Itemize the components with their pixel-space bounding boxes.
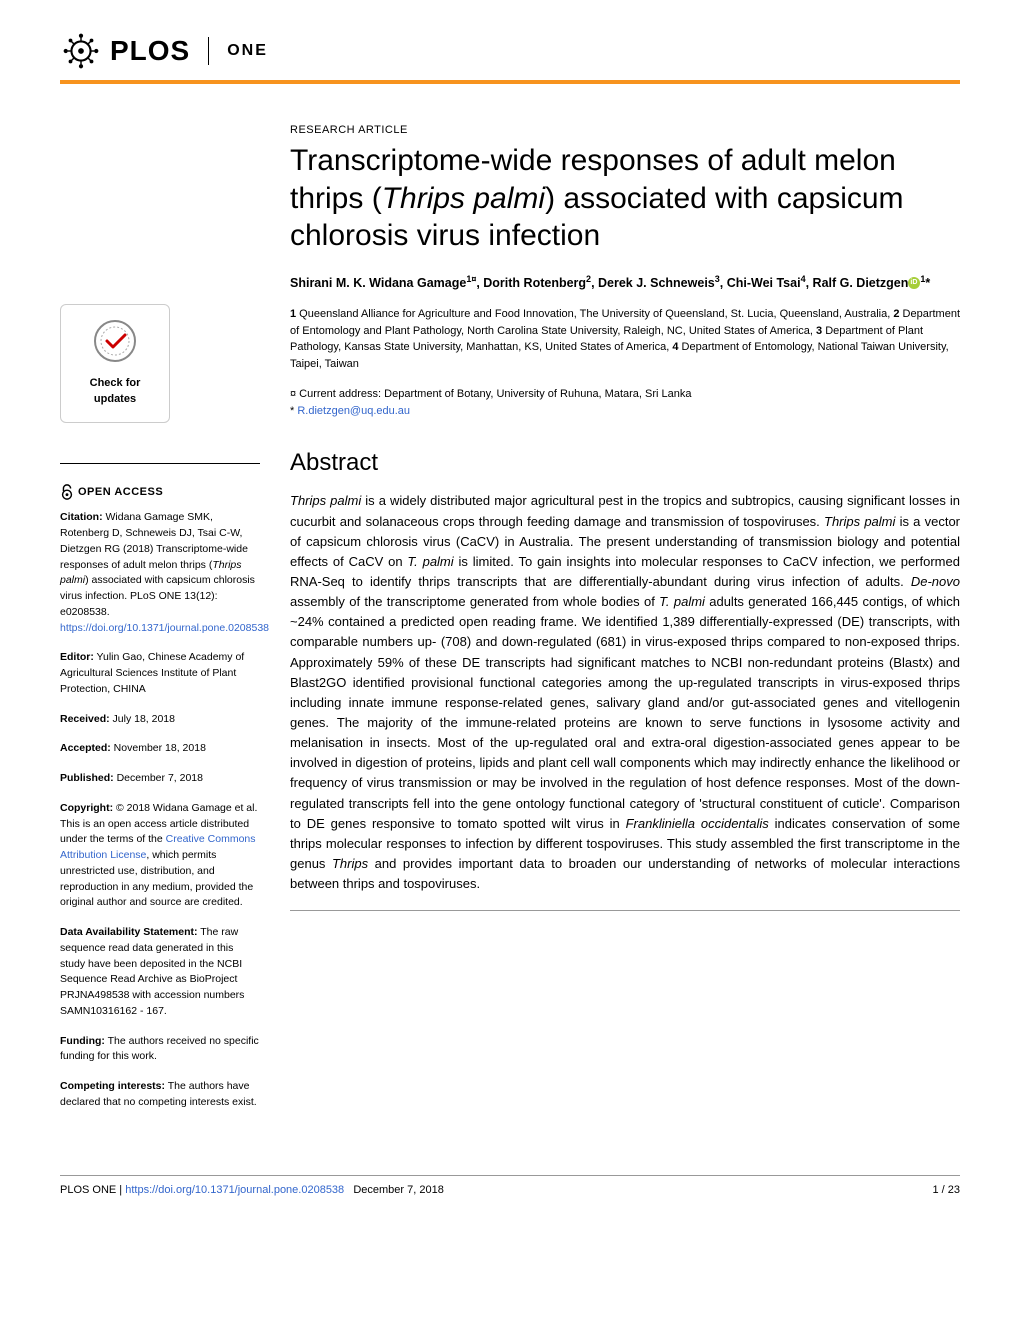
published-section: Published: December 7, 2018 bbox=[60, 771, 260, 787]
open-access-icon bbox=[60, 484, 74, 500]
article-type: RESEARCH ARTICLE bbox=[290, 124, 960, 136]
corresponding-author: * R.dietzgen@uq.edu.au bbox=[290, 403, 960, 420]
abstract-heading: Abstract bbox=[290, 449, 960, 477]
check-updates-badge[interactable]: Check for updates bbox=[60, 304, 170, 423]
current-address: ¤ Current address: Department of Botany,… bbox=[290, 386, 960, 403]
orcid-icon bbox=[908, 277, 920, 289]
sidebar-divider bbox=[60, 463, 260, 464]
citation-section: Citation: Widana Gamage SMK, Rotenberg D… bbox=[60, 510, 260, 636]
competing-interests-section: Competing interests: The authors have de… bbox=[60, 1079, 260, 1111]
abstract-body: Thrips palmi is a widely distributed maj… bbox=[290, 491, 960, 894]
plos-text: PLOS bbox=[110, 35, 190, 67]
corresponding-email-link[interactable]: R.dietzgen@uq.edu.au bbox=[297, 405, 410, 417]
plos-divider bbox=[208, 37, 209, 65]
received-section: Received: July 18, 2018 bbox=[60, 712, 260, 728]
footer-left: PLOS ONE | https://doi.org/10.1371/journ… bbox=[60, 1184, 444, 1196]
data-availability-section: Data Availability Statement: The raw seq… bbox=[60, 925, 260, 1020]
abstract-end-rule bbox=[290, 910, 960, 911]
page-footer: PLOS ONE | https://doi.org/10.1371/journ… bbox=[60, 1175, 960, 1196]
journal-header: PLOS ONE bbox=[60, 30, 960, 72]
copyright-section: Copyright: © 2018 Widana Gamage et al. T… bbox=[60, 801, 260, 911]
article-title: Transcriptome-wide responses of adult me… bbox=[290, 142, 960, 255]
accepted-section: Accepted: November 18, 2018 bbox=[60, 741, 260, 757]
open-access-label: OPEN ACCESS bbox=[78, 484, 163, 501]
main-content: RESEARCH ARTICLE Transcriptome-wide resp… bbox=[290, 124, 960, 1125]
plos-one-text: ONE bbox=[227, 42, 268, 60]
crossmark-icon bbox=[93, 319, 137, 363]
footer-page-number: 1 / 23 bbox=[932, 1184, 960, 1196]
doi-link[interactable]: https://doi.org/10.1371/journal.pone.020… bbox=[60, 622, 269, 634]
accent-bar bbox=[60, 80, 960, 84]
footer-doi-link[interactable]: https://doi.org/10.1371/journal.pone.020… bbox=[125, 1184, 344, 1196]
sidebar: Check for updates OPEN ACCESS Citation: … bbox=[60, 124, 260, 1125]
editor-section: Editor: Yulin Gao, Chinese Academy of Ag… bbox=[60, 650, 260, 697]
affiliations: 1 Queensland Alliance for Agriculture an… bbox=[290, 306, 960, 372]
open-access-badge: OPEN ACCESS bbox=[60, 484, 260, 501]
check-updates-label: Check for updates bbox=[75, 375, 155, 408]
authors: Shirani M. K. Widana Gamage1¤, Dorith Ro… bbox=[290, 273, 960, 293]
funding-section: Funding: The authors received no specifi… bbox=[60, 1034, 260, 1066]
plos-icon bbox=[60, 30, 102, 72]
plos-logo: PLOS ONE bbox=[60, 30, 268, 72]
